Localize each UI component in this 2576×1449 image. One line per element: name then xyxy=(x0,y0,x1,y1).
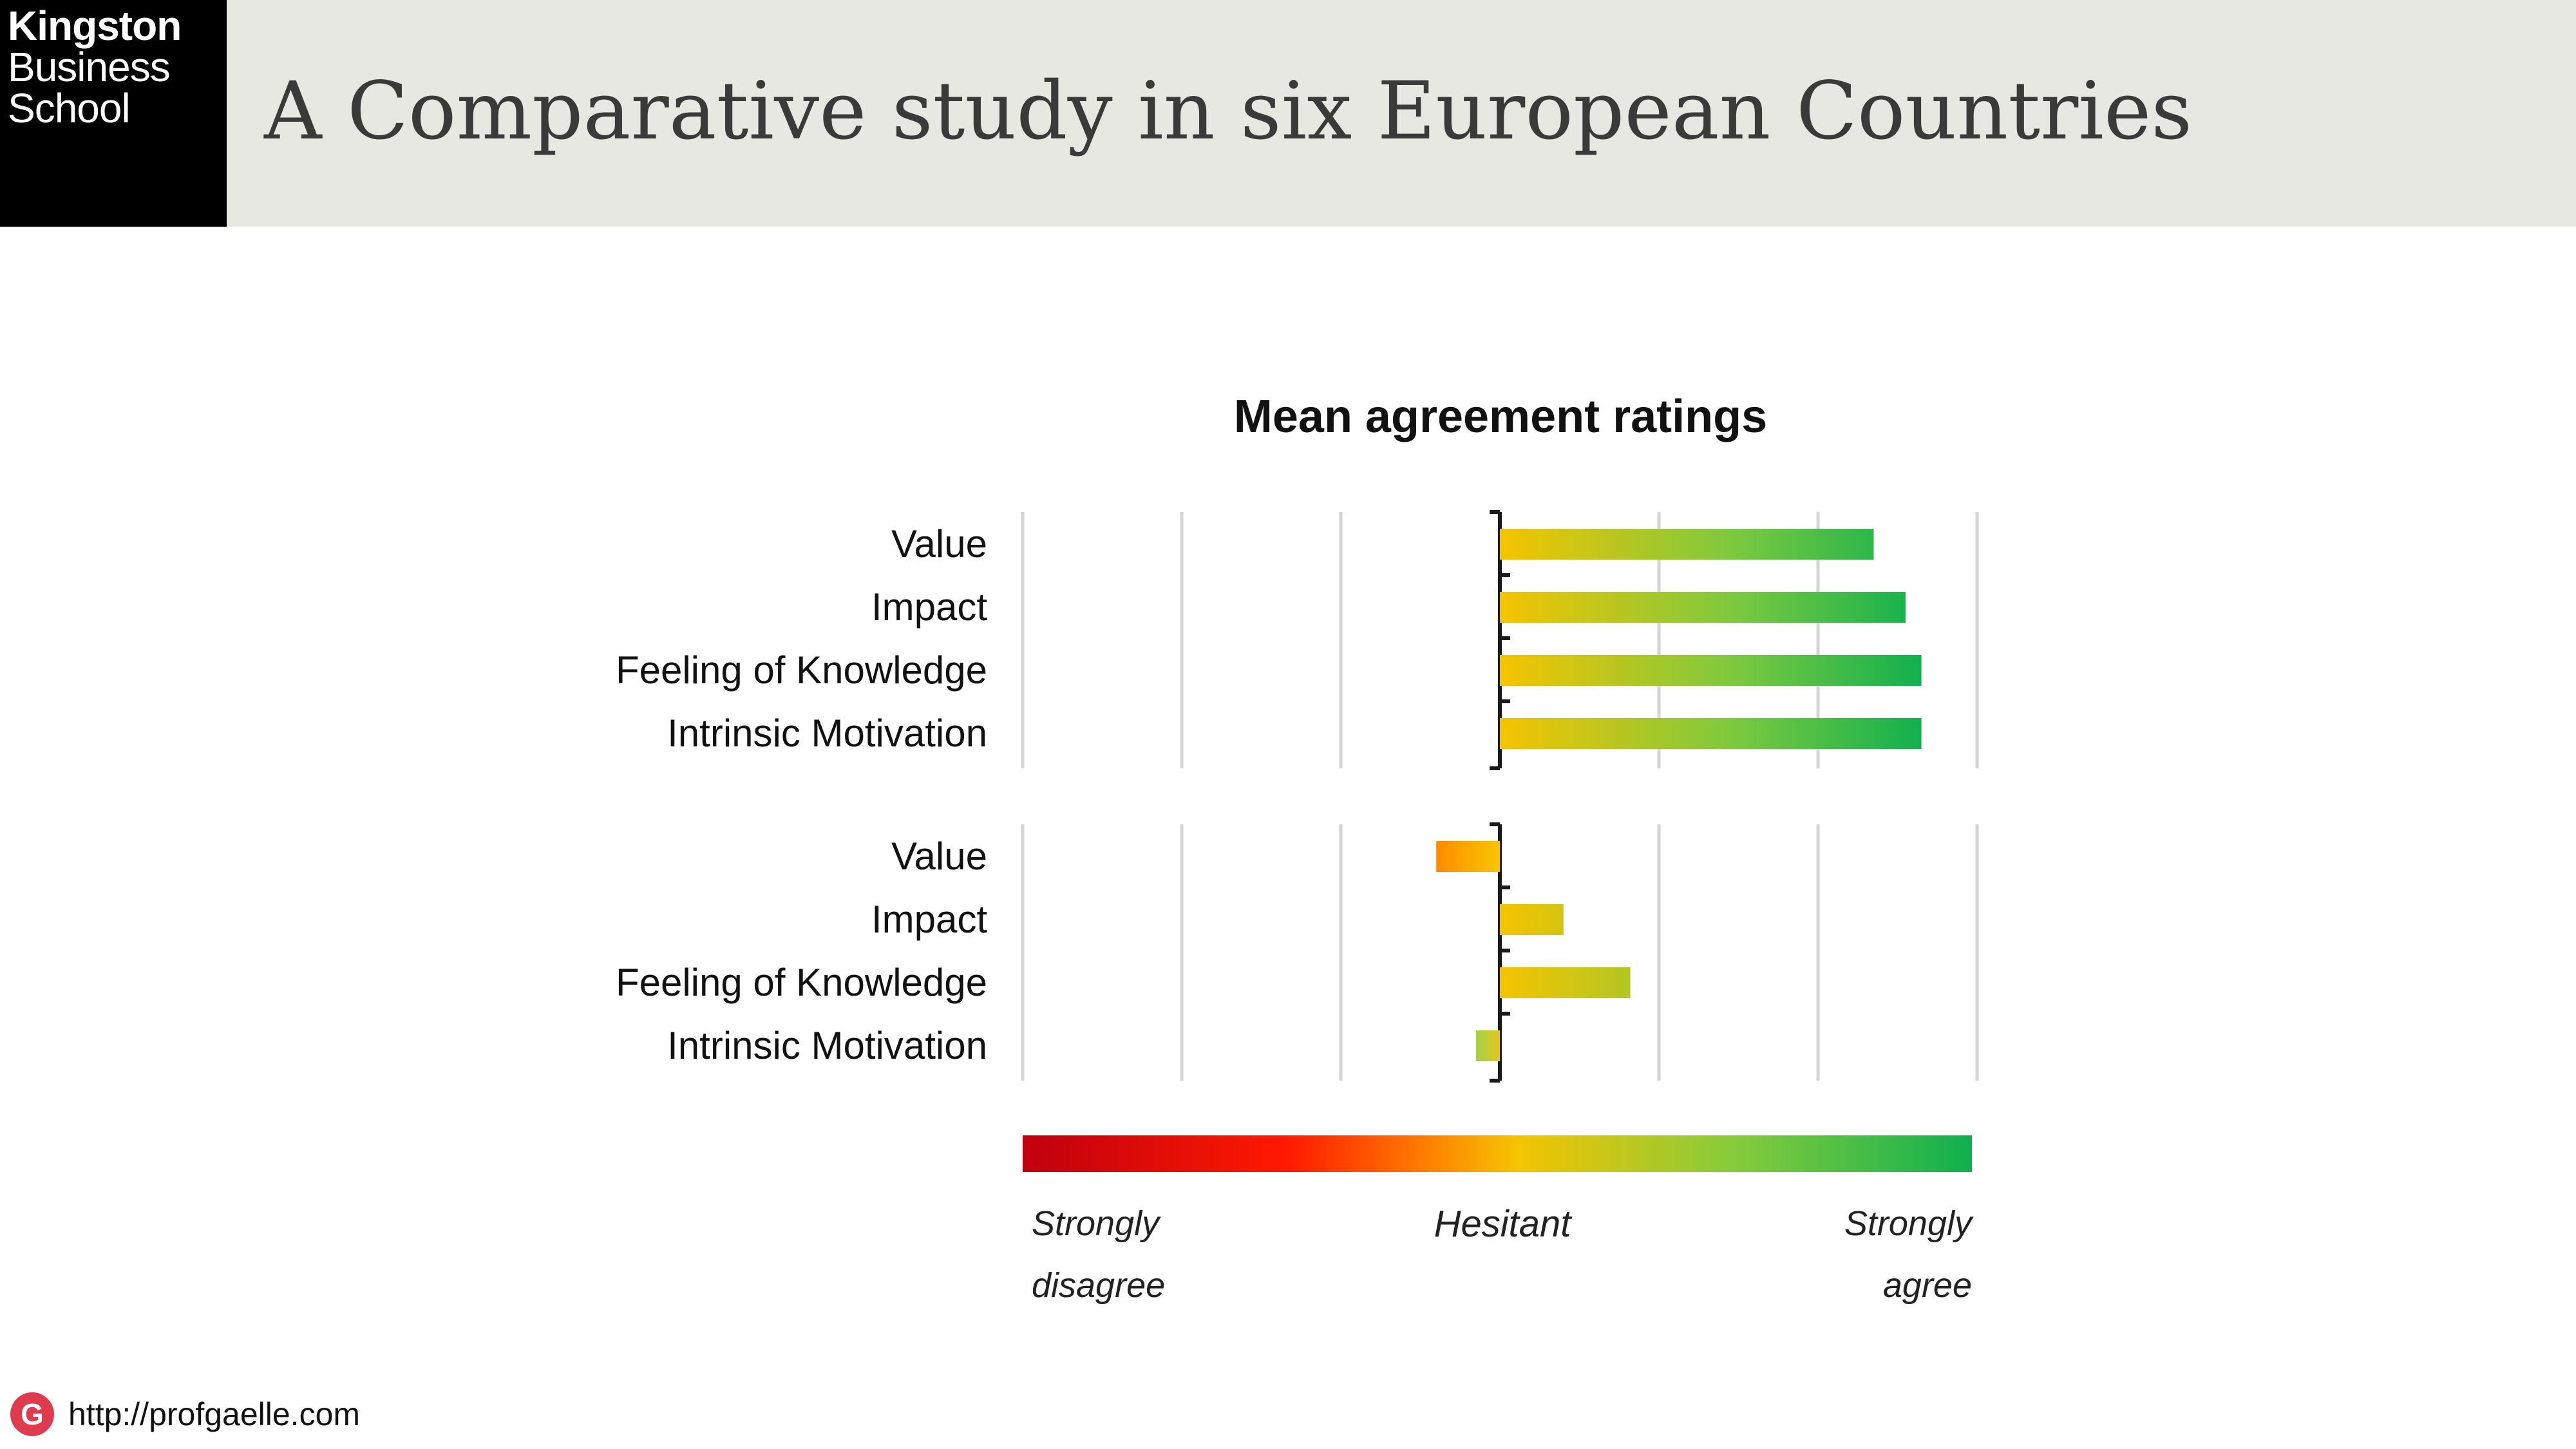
scale-label-strongly-disagree-line1: Strongly xyxy=(1032,1204,1161,1243)
footer-url-link[interactable]: http://profgaelle.com xyxy=(68,1396,361,1432)
bar-feeling-of-knowledge xyxy=(1500,655,1922,686)
logo-line-2: Business xyxy=(8,44,171,90)
bar-feeling-of-knowledge xyxy=(1500,967,1631,998)
footer: G http://profgaelle.com xyxy=(10,1392,360,1436)
scale-label-strongly-disagree-line2: disagree xyxy=(1032,1266,1165,1305)
bar-intrinsic-motivation xyxy=(1475,1030,1500,1061)
category-label: Value xyxy=(891,522,987,565)
agreement-color-scale xyxy=(1023,1135,1972,1172)
mean-agreement-chart: Mean agreement ratings Value Impact Feelin… xyxy=(580,386,2061,1327)
bar-impact xyxy=(1500,592,1906,623)
category-label: Intrinsic Motivation xyxy=(667,1024,987,1067)
category-label: Feeling of Knowledge xyxy=(616,961,987,1004)
chart-title: Mean agreement ratings xyxy=(1234,391,1767,442)
bar-value xyxy=(1500,529,1874,560)
category-label: Impact xyxy=(871,585,987,629)
profgaelle-logo-icon: G xyxy=(10,1392,54,1436)
category-label: Impact xyxy=(871,898,987,941)
header-band xyxy=(0,0,2576,227)
bar-intrinsic-motivation xyxy=(1500,718,1922,749)
category-label: Intrinsic Motivation xyxy=(667,712,987,755)
slide-title: A Comparative study in six European Coun… xyxy=(264,65,2192,158)
kingston-logo: Kingston Business School xyxy=(0,0,227,227)
category-label: Feeling of Knowledge xyxy=(616,649,987,692)
scale-label-strongly-agree-line1: Strongly xyxy=(1844,1204,1974,1243)
logo-line-1: Kingston xyxy=(8,3,182,49)
chart-group-1: Value Impact Feeling of Knowledge Intrinsic… xyxy=(616,510,1979,770)
chart-group-2: Value Impact Feeling of Knowledge Intrinsic… xyxy=(616,822,1979,1083)
scale-label-hesitant: Hesitant xyxy=(1434,1203,1573,1245)
bar-value xyxy=(1436,841,1500,872)
scale-label-strongly-agree-line2: agree xyxy=(1883,1266,1972,1305)
bar-impact xyxy=(1500,904,1564,935)
chart-canvas: Mean agreement ratings Value Impact Feelin… xyxy=(616,391,1979,1305)
category-label: Value xyxy=(891,835,987,878)
logo-line-3: School xyxy=(8,85,131,131)
